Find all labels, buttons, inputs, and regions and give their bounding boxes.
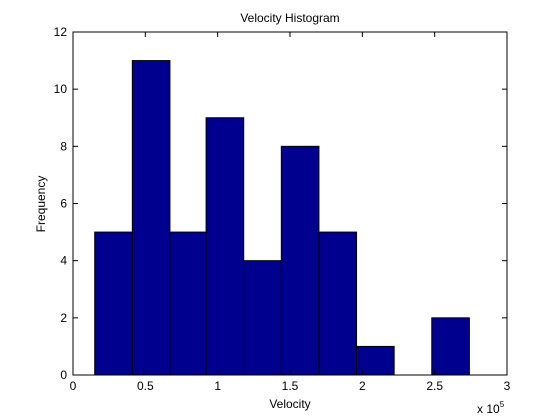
- x-axis-multiplier-exponent: 5: [500, 400, 505, 409]
- histogram-bar: [243, 260, 282, 376]
- histogram-bars: [94, 60, 470, 376]
- x-tick-label: 0: [70, 379, 77, 393]
- histogram-bar: [169, 231, 207, 376]
- y-axis-label: Frequency: [34, 176, 48, 233]
- histogram-bar: [94, 231, 133, 376]
- y-tick-label: 6: [60, 197, 67, 211]
- x-tick-label: 2.5: [426, 379, 443, 393]
- y-tick-label: 8: [60, 139, 67, 153]
- x-tick-label: 1.5: [282, 379, 299, 393]
- x-tick-label: 1: [214, 379, 221, 393]
- histogram-bar: [280, 145, 320, 376]
- x-axis-ticks: 0 0.5 1 1.5 2 2.5 3: [70, 32, 511, 393]
- x-axis-multiplier-base: x 10: [477, 402, 500, 416]
- x-tick-label: 3: [504, 379, 511, 393]
- histogram-bar: [431, 317, 470, 376]
- chart-title: Velocity Histogram: [240, 11, 339, 25]
- y-tick-label: 10: [54, 82, 68, 96]
- histogram-bar: [205, 117, 245, 376]
- y-axis-ticks: 0 2 4 6 8 10 12: [54, 25, 507, 382]
- y-tick-label: 2: [60, 311, 67, 325]
- y-tick-label: 4: [60, 254, 67, 268]
- x-axis-label: Velocity: [269, 397, 310, 411]
- x-tick-label: 0.5: [137, 379, 154, 393]
- y-tick-label: 12: [54, 25, 68, 39]
- x-axis-multiplier: x 105: [477, 400, 505, 416]
- x-tick-label: 2: [359, 379, 366, 393]
- y-tick-label: 0: [60, 368, 67, 382]
- histogram-bar: [318, 231, 358, 376]
- histogram-bar: [131, 60, 171, 376]
